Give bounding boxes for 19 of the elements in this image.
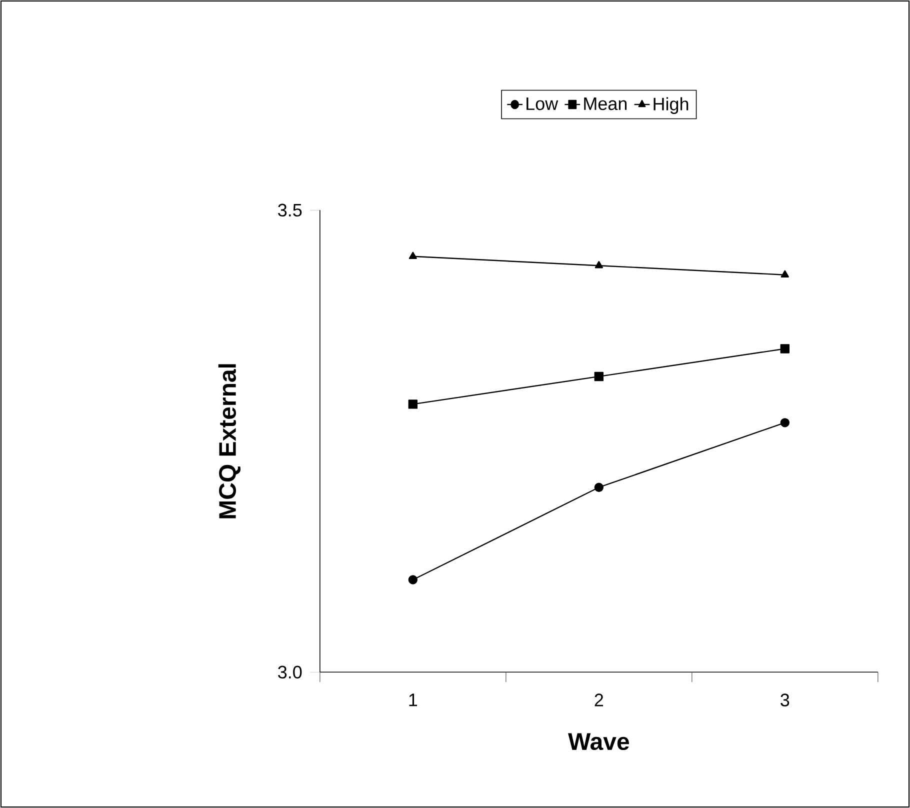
x-axis-title: Wave: [568, 733, 630, 750]
legend-label: High: [654, 97, 688, 114]
x-tick-label: 1: [409, 694, 418, 706]
y-axis-title: MCQ External: [218, 364, 240, 518]
point: [594, 261, 603, 268]
point: [780, 344, 790, 354]
x-tick-label: 2: [594, 694, 604, 706]
point: [594, 372, 604, 382]
point: [408, 400, 418, 409]
legend-label: Low: [526, 98, 558, 110]
point: [594, 482, 604, 492]
point: [780, 418, 790, 428]
point: [408, 575, 418, 584]
point: [408, 252, 417, 259]
x-tick-label: 3: [780, 694, 790, 706]
point: [780, 270, 789, 278]
y-tick-label: 3.5: [278, 204, 302, 217]
legend-label: Mean: [584, 98, 627, 110]
y-tick-label: 3.0: [278, 666, 302, 679]
